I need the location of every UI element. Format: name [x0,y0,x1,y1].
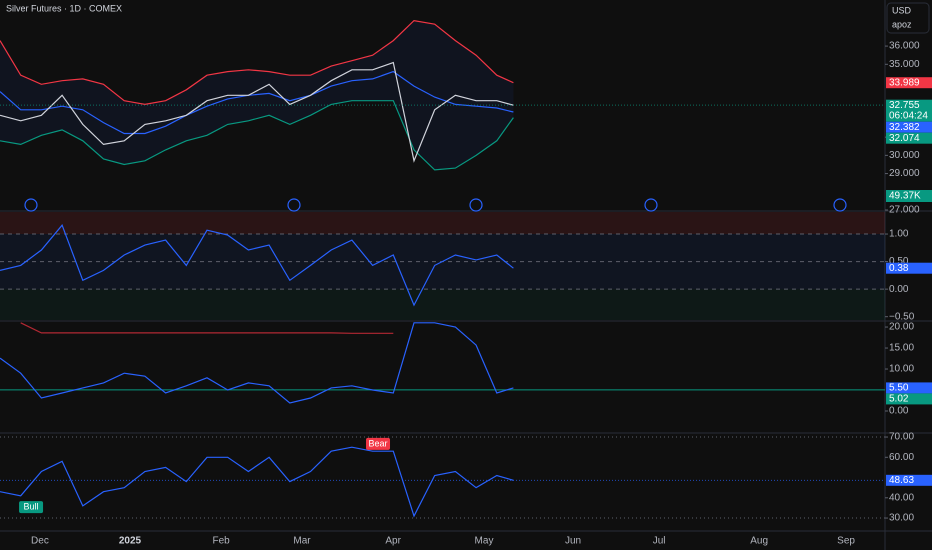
last-value-label: 5.50 [889,383,909,394]
last-value-label: 5.02 [889,394,909,405]
last-value-box [886,77,932,89]
last-value-box [886,393,932,405]
user: apoz [892,19,912,29]
arrow[interactable] [287,198,301,212]
series-line [0,70,514,135]
volume-label: 49.37K [889,191,921,202]
currency: USD [892,5,912,15]
series-line [20,322,394,334]
x-tick-label: Jun [565,536,581,547]
y-tick-label: 1.00 [889,229,909,240]
annotation: Bull [24,501,39,511]
volume-label-box [886,190,932,202]
y-tick-label: 27.000 [889,205,920,216]
y-tick-label: 0.50 [889,256,909,267]
annotation: Bear [369,438,388,448]
y-tick-label: 70.00 [889,432,914,443]
last-value-box [886,474,932,486]
last-value-label: 0.38 [889,263,909,274]
currency-box[interactable] [886,2,930,34]
x-tick-label: Dec [31,536,49,547]
zone [0,289,885,320]
y-tick-label: 29.000 [889,168,920,179]
x-tick-label: 2025 [119,536,142,547]
arrow[interactable] [469,198,483,212]
y-tick-label: 36.000 [889,41,920,52]
last-value-label: 32.382 [889,122,920,133]
y-tick-label: −0.50 [889,311,915,322]
last-value-label: 48.63 [889,475,914,486]
x-tick-label: Mar [293,536,311,547]
zone [0,212,885,235]
arrow[interactable] [24,198,38,212]
x-tick-label: May [475,536,494,547]
x-tick-label: Sep [837,536,855,547]
last-value-label: 32.755 [889,100,920,111]
last-value-label: 33.989 [889,77,920,88]
y-tick-label: 30.000 [889,150,920,161]
y-tick-label: 15.00 [889,343,914,354]
last-value-box [886,262,932,274]
arrow[interactable] [833,198,847,212]
x-tick-label: Jul [653,536,666,547]
last-value-box [886,121,932,133]
series-line [0,61,514,163]
x-tick-label: Aug [750,536,768,547]
series-line [0,322,514,404]
y-tick-label: 0.00 [889,284,909,295]
annotation-box [366,437,391,450]
annotation-box [19,501,44,514]
y-tick-label: 30.00 [889,513,914,524]
last-value-box [886,99,932,122]
y-tick-label: 10.00 [889,364,914,375]
y-tick-label: 0.00 [889,406,909,417]
series-line [0,19,514,106]
last-value-box [886,132,932,144]
x-tick-label: Feb [212,536,230,547]
y-tick-label: 20.00 [889,322,914,333]
band-fill [0,20,514,170]
y-tick-label: 40.00 [889,492,914,503]
nav-arrows[interactable] [24,198,847,212]
series-line [0,224,514,307]
x-tick-label: Apr [385,536,401,547]
last-value-label: 32.074 [889,133,920,144]
y-tick-label: 60.00 [889,452,914,463]
last-value-box [886,382,932,394]
symbol-title: Silver Futures · 1D · COMEX [6,3,122,13]
series-line [0,100,514,171]
y-tick-label: 35.000 [889,59,920,70]
countdown: 06:04:24 [889,110,928,121]
series-line [0,446,514,518]
arrow[interactable] [644,198,658,212]
